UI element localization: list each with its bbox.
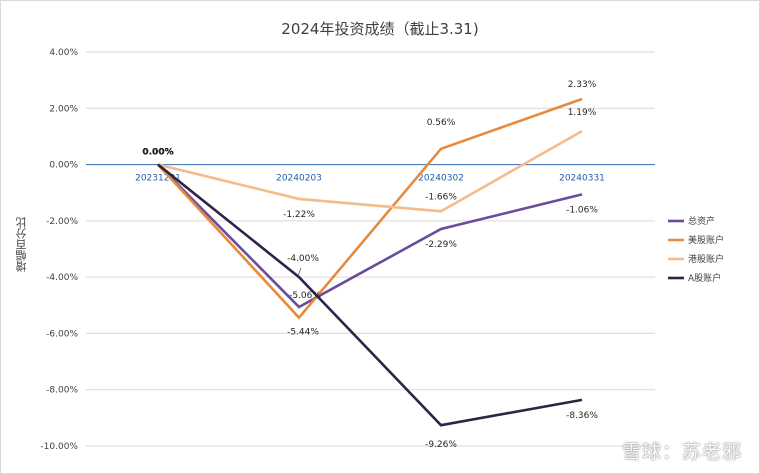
grid-layer [86,51,655,447]
series-line-1 [157,163,583,309]
legend-label: 港股账户 [688,253,724,265]
series-line-2 [157,97,583,320]
data-label: 0.00% [142,148,173,158]
series-layer [157,97,583,427]
label-leader-line [297,267,302,277]
data-label: -2.29% [425,240,457,250]
legend-label: 美股账户 [688,234,724,246]
data-label: 0.00% [142,148,173,158]
watermark: 雪球：苏老邪 [621,441,742,463]
y-tick-label: -2.00% [46,217,78,227]
y-tick-label: 0.00% [49,161,78,171]
data-label: 2.33% [568,80,597,90]
y-tick-label: -10.00% [40,442,78,452]
data-label: 1.19% [568,108,597,118]
data-label: 0.00% [142,148,173,158]
x-tick-label: 20240203 [276,174,322,184]
chart-title: 2024年投资成绩（截止3.31) [281,20,479,38]
data-label: -8.36% [566,411,598,421]
y-tick-label: 4.00% [49,48,78,58]
data-label: -4.00% [287,254,319,264]
axis-layer: 4.00% 2.00% 0.00% -2.00% -4.00% -6.00% -8.00% -… [40,48,655,452]
y-tick-label: -8.00% [46,386,78,396]
data-label: 0.00% [142,148,173,158]
data-label: -9.26% [425,440,457,450]
y-tick-label: -6.00% [46,329,78,339]
data-label-layer: 0.00%-5.06%-2.29%-1.06%0.00%-5.44%0.56%2… [142,80,598,450]
data-label: -1.66% [425,192,457,202]
x-tick-label: 20240331 [559,174,605,184]
y-tick-label: -4.00% [46,273,78,283]
y-tick-label: 2.00% [49,104,78,114]
data-label: -1.22% [283,210,315,220]
series-line-4 [157,163,583,427]
data-label: -5.44% [287,328,319,338]
data-label: 0.56% [427,118,456,128]
series-line-3 [157,129,583,213]
x-tick-label: 20231231 [135,174,181,184]
data-label: -1.06% [566,205,598,215]
legend-label: A股账户 [688,272,721,284]
data-label: -5.06% [289,291,321,301]
x-tick-label: 20240302 [418,174,464,184]
legend-label: 总资产 [688,215,715,227]
